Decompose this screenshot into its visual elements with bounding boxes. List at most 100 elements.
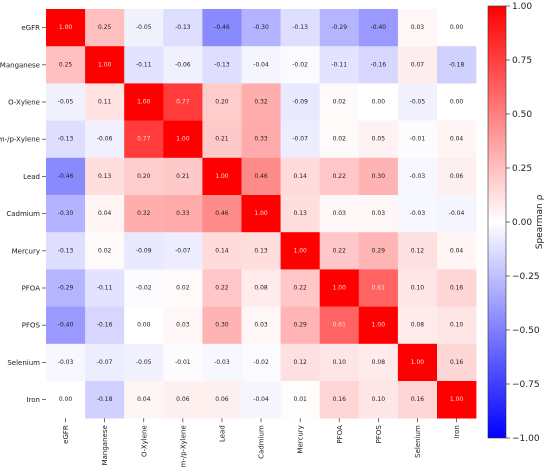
- cell-value-label: 1.00: [215, 173, 229, 180]
- cell-value-label: 1.00: [98, 61, 112, 68]
- heatmap-cell: [124, 381, 164, 419]
- colorbar-ticks: 1.00 0.75 0.50 0.25 0.00 −0.25 −0.50 −0.75 −1.00: [506, 2, 540, 444]
- heatmap-cell: [85, 269, 125, 307]
- colorbar-tick-label: −0.75: [512, 380, 540, 390]
- cell-value-label: 0.16: [450, 285, 464, 292]
- heatmap-cell: [241, 195, 281, 233]
- column-label: Lead: [218, 425, 226, 442]
- heatmap-cell: [319, 195, 360, 233]
- heatmap-cell: [397, 46, 438, 84]
- cell-value-label: -0.40: [371, 24, 387, 31]
- cell-value-label: -0.30: [253, 24, 269, 31]
- heatmap-cell: [241, 46, 281, 84]
- heatmap-cell: [85, 120, 125, 159]
- cell-value-label: 0.13: [98, 173, 112, 180]
- heatmap-cell: [437, 343, 477, 382]
- heatmap-cell: [85, 381, 125, 419]
- cell-value-label: -0.07: [97, 359, 113, 366]
- heatmap-cell: [124, 120, 164, 159]
- cell-value-label: -0.13: [292, 24, 308, 31]
- cell-value-label: 0.33: [254, 136, 268, 143]
- cell-value-label: 0.06: [450, 173, 464, 180]
- heatmap-cell: [163, 306, 203, 345]
- cell-value-label: 1.00: [293, 247, 307, 254]
- cell-value-label: 0.16: [333, 396, 347, 403]
- heatmap-cell: [280, 120, 320, 159]
- row-labels: eGFR Manganese O-Xylene m-/p-Xylene Lead Cadm…: [0, 24, 46, 404]
- heatmap-cell: [358, 343, 399, 382]
- heatmap-cell: [202, 46, 242, 84]
- heatmap-cell: [241, 83, 281, 121]
- cell-value-label: -0.04: [253, 61, 269, 68]
- cell-value-label: -0.16: [97, 322, 113, 329]
- heatmap-cell: [202, 381, 242, 419]
- heatmap-cell: [124, 232, 164, 270]
- cell-value-label: 0.10: [450, 322, 464, 329]
- cell-value-label: -0.02: [292, 61, 308, 68]
- heatmap-cell: [46, 83, 86, 121]
- cell-value-label: 0.03: [176, 322, 190, 329]
- heatmap-cell: [358, 306, 399, 345]
- heatmap-cell: [397, 232, 438, 270]
- heatmap-cell: [85, 83, 125, 121]
- cell-value-label: 0.02: [98, 247, 112, 254]
- heatmap-cell: [397, 9, 438, 47]
- cell-value-label: 0.01: [293, 396, 307, 403]
- cell-value-label: 0.14: [293, 173, 307, 180]
- row-label: Lead: [23, 173, 40, 181]
- colorbar-tick-label: −1.00: [512, 434, 540, 444]
- heatmap-cell: [241, 343, 281, 382]
- heatmap-cells: [46, 9, 477, 419]
- cell-value-label: 0.08: [254, 285, 268, 292]
- heatmap-cell: [358, 120, 399, 159]
- heatmap-cell: [280, 195, 320, 233]
- heatmap-cell: [202, 195, 242, 233]
- cell-value-label: 0.08: [372, 359, 386, 366]
- cell-value-label: -0.03: [410, 173, 426, 180]
- cell-value-label: 0.06: [176, 396, 190, 403]
- cell-value-label: -0.02: [253, 359, 269, 366]
- heatmap-cell: [163, 381, 203, 419]
- cell-value-label: -0.03: [410, 210, 426, 217]
- cell-value-label: 0.10: [372, 396, 386, 403]
- column-label: eGFR: [62, 425, 70, 444]
- heatmap-cell: [280, 157, 320, 196]
- cell-value-label: -0.13: [214, 61, 230, 68]
- heatmap-cell: [46, 120, 86, 159]
- cell-value-label: 0.12: [411, 247, 425, 254]
- colorbar-gradient: [487, 5, 507, 439]
- cell-value-label: -0.04: [449, 210, 465, 217]
- heatmap-cell: [397, 306, 438, 345]
- cell-value-label: 0.12: [293, 359, 307, 366]
- cell-value-label: 0.02: [333, 136, 347, 143]
- column-label: m-/p-Xylene: [179, 425, 187, 467]
- cell-value-label: 0.07: [411, 61, 425, 68]
- cell-value-label: 0.30: [372, 173, 386, 180]
- heatmap-cell: [437, 157, 477, 196]
- cell-value-label: 0.22: [215, 285, 229, 292]
- heatmap-cell: [163, 9, 203, 47]
- heatmap-cell: [319, 120, 360, 159]
- heatmap-cell: [124, 46, 164, 84]
- cell-value-label: 0.13: [293, 210, 307, 217]
- cell-value-label: 1.00: [372, 322, 386, 329]
- heatmap-cell: [202, 83, 242, 121]
- cell-value-label: 1.00: [254, 210, 268, 217]
- cell-value-label: 1.00: [137, 99, 151, 106]
- cell-value-label: -0.18: [449, 61, 465, 68]
- cell-value-label: 0.21: [176, 173, 190, 180]
- heatmap-cell: [163, 232, 203, 270]
- cell-value-label: 0.32: [254, 99, 268, 106]
- heatmap-cell: [163, 269, 203, 307]
- heatmap-cell: [358, 269, 399, 307]
- heatmap-cell: [437, 120, 477, 159]
- heatmap-cell: [280, 9, 320, 47]
- cell-value-label: -0.05: [58, 99, 74, 106]
- cell-value-label: 0.06: [215, 396, 229, 403]
- heatmap-cell: [358, 195, 399, 233]
- heatmap-cell: [202, 269, 242, 307]
- heatmap-cell: [280, 83, 320, 121]
- cell-value-label: -0.18: [97, 396, 113, 403]
- heatmap-cell: [124, 83, 164, 121]
- cell-value-label: 0.25: [98, 24, 112, 31]
